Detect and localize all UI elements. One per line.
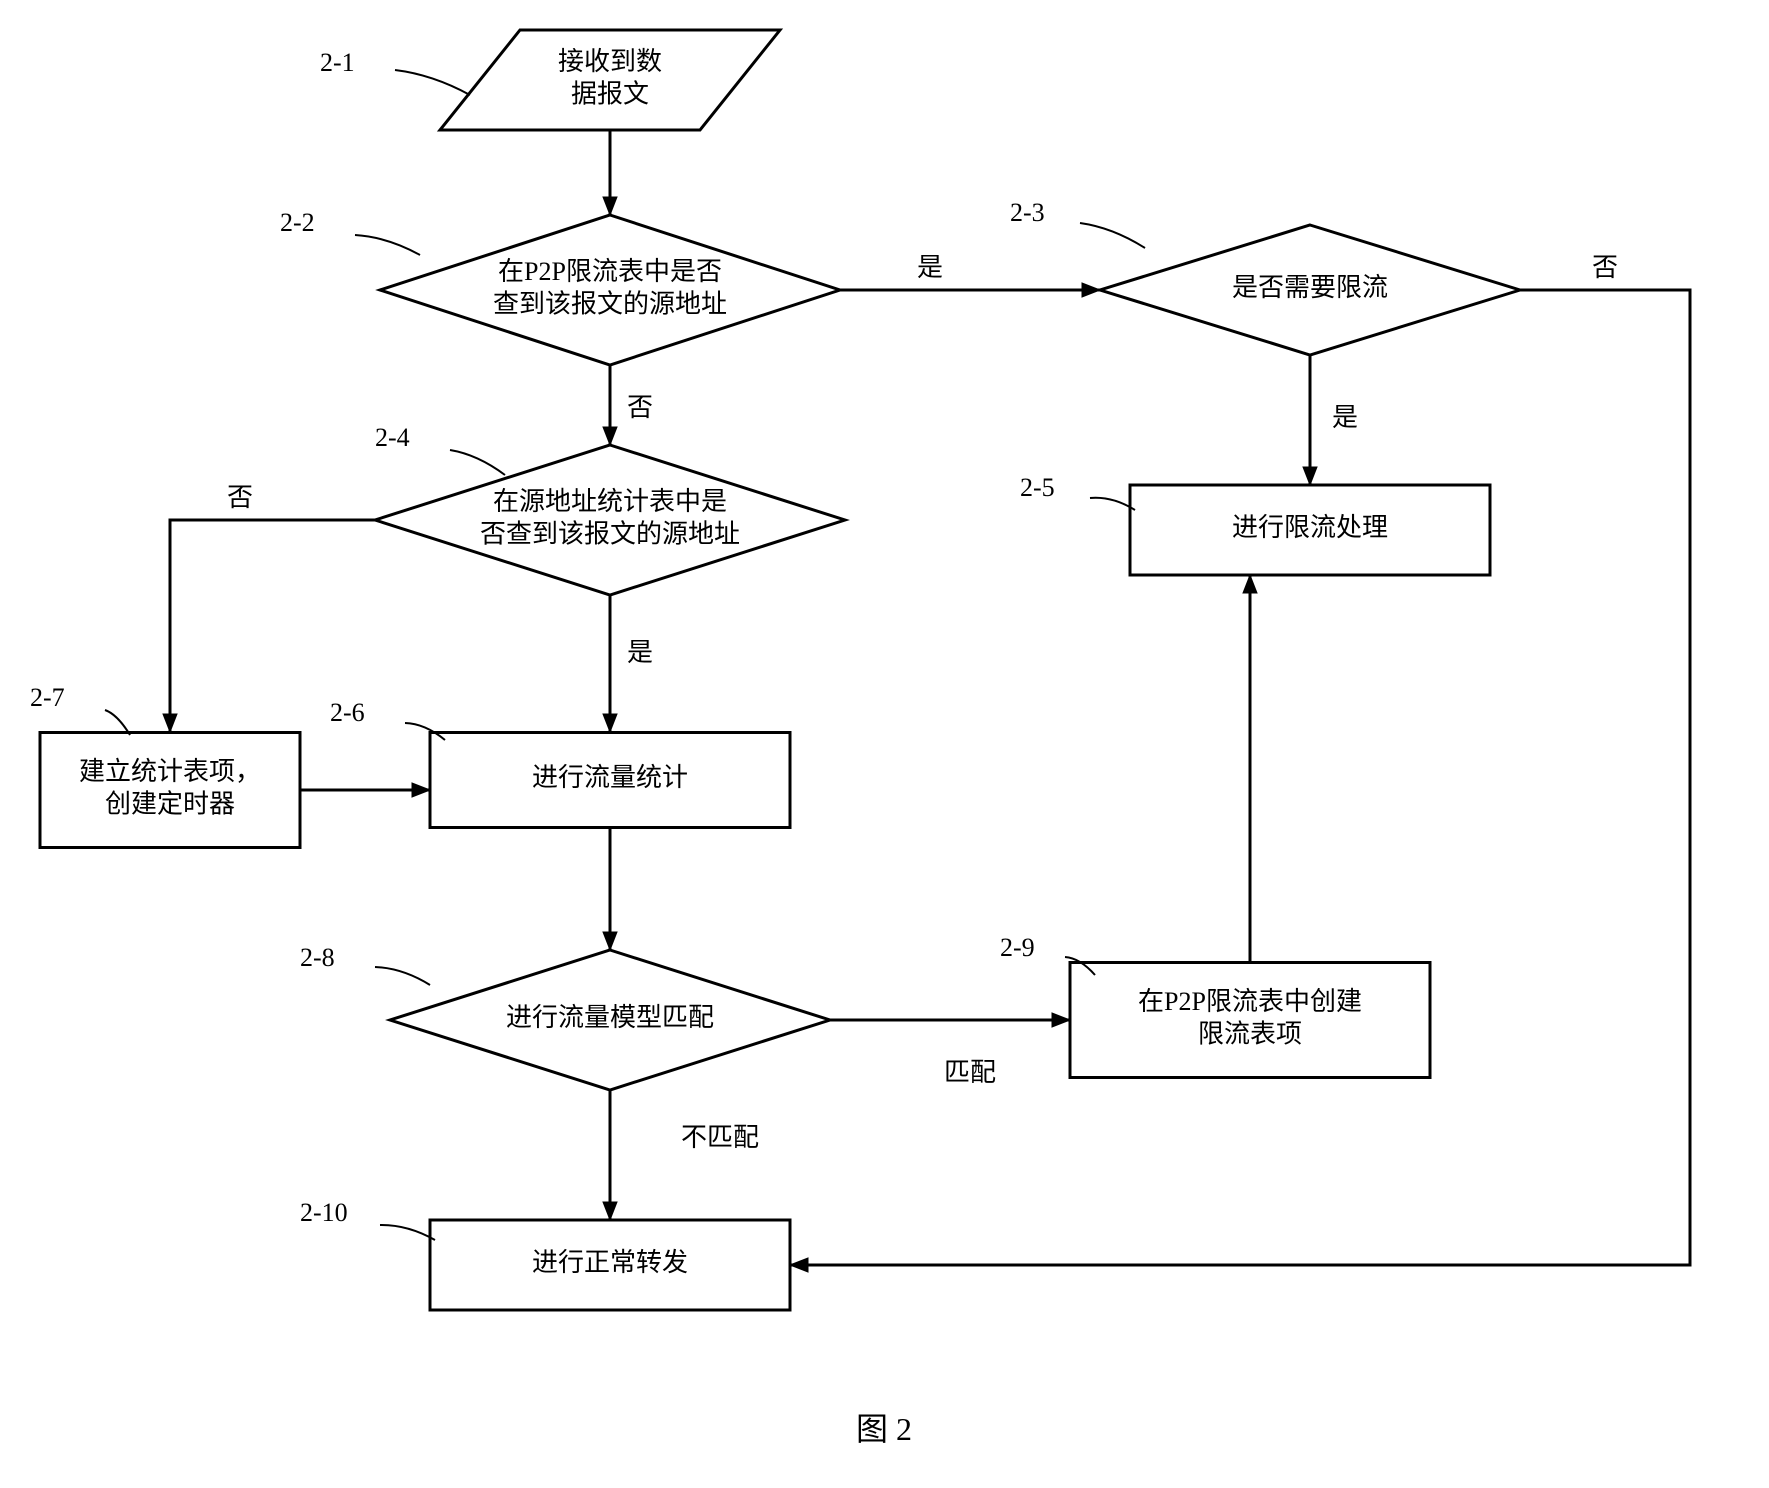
step-number-n10: 2-10 xyxy=(300,1198,348,1227)
arrowhead-e5 xyxy=(790,1258,808,1272)
figure-caption: 图 2 xyxy=(856,1411,912,1447)
edge-label-e3: 否 xyxy=(627,393,653,422)
edge-e5 xyxy=(790,290,1690,1265)
edge-label-e12: 不匹配 xyxy=(681,1123,759,1152)
arrowhead-e11 xyxy=(1243,575,1257,593)
arrowhead-e12 xyxy=(603,1202,617,1220)
arrowhead-e9 xyxy=(603,932,617,950)
edge-label-e5: 否 xyxy=(1592,253,1618,282)
arrowhead-e3 xyxy=(603,427,617,445)
arrowhead-e8 xyxy=(412,783,430,797)
step-number-n7: 2-7 xyxy=(30,683,65,712)
leader-n5 xyxy=(1090,498,1135,510)
flowchart-canvas: 接收到数据报文在P2P限流表中是否查到该报文的源地址是否需要限流在源地址统计表中… xyxy=(0,0,1769,1488)
step-number-n8: 2-8 xyxy=(300,943,335,972)
arrowhead-e1 xyxy=(603,197,617,215)
step-number-n2: 2-2 xyxy=(280,208,315,237)
edge-label-e4: 是 xyxy=(1332,403,1358,432)
step-number-n4: 2-4 xyxy=(375,423,410,452)
leader-n2 xyxy=(355,235,420,255)
node-text-n10: 进行正常转发 xyxy=(532,1248,688,1277)
node-text-n8: 进行流量模型匹配 xyxy=(506,1003,714,1032)
leader-n3 xyxy=(1080,223,1145,248)
step-number-n9: 2-9 xyxy=(1000,933,1035,962)
arrowhead-e4 xyxy=(1303,467,1317,485)
leader-n8 xyxy=(375,967,430,985)
step-number-n1: 2-1 xyxy=(320,48,355,77)
node-text-n5: 进行限流处理 xyxy=(1232,513,1388,542)
leader-n4 xyxy=(450,450,505,475)
edge-label-e10: 匹配 xyxy=(944,1058,996,1087)
step-number-n3: 2-3 xyxy=(1010,198,1045,227)
edge-label-e2: 是 xyxy=(917,253,943,282)
leader-n10 xyxy=(380,1225,435,1240)
arrowhead-e7 xyxy=(163,714,177,732)
edge-label-e7: 否 xyxy=(227,483,253,512)
node-text-n3: 是否需要限流 xyxy=(1232,273,1388,302)
edge-label-e6: 是 xyxy=(627,638,653,667)
step-number-n5: 2-5 xyxy=(1020,473,1055,502)
step-number-n6: 2-6 xyxy=(330,698,365,727)
arrowhead-e6 xyxy=(603,714,617,732)
leader-n1 xyxy=(395,70,470,95)
arrowhead-e10 xyxy=(1052,1013,1070,1027)
node-text-n6: 进行流量统计 xyxy=(532,763,688,792)
nodes-layer: 接收到数据报文在P2P限流表中是否查到该报文的源地址是否需要限流在源地址统计表中… xyxy=(40,30,1520,1310)
